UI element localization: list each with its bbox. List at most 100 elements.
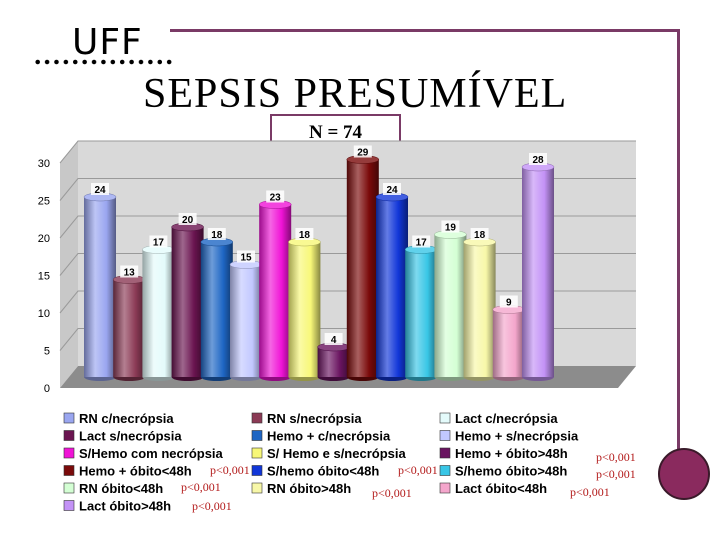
legend-swatch [439,447,451,459]
legend-item: RN s/necrópsia [251,411,362,426]
legend-box [58,407,640,519]
legend-label: S/hemo óbito<48h [267,464,379,479]
legend-item: S/ Hemo e s/necrópsia [251,446,406,461]
legend-label: RN óbito<48h [79,481,163,496]
bar-body [376,197,408,377]
bar-13: 19 [434,220,467,381]
legend-label: Hemo + óbito>48h [455,446,568,461]
legend-item: Hemo + s/necrópsia [439,429,579,444]
data-label-bg [149,235,168,248]
legend-swatch [63,482,75,494]
y-tick-label: 15 [38,271,50,283]
bar-body [522,167,554,377]
legend-swatch [63,465,75,476]
legend-label: Lact óbito<48h [455,481,547,496]
decorative-circle [658,448,710,500]
data-label-bg [91,183,109,195]
data-label-bg [499,295,518,308]
legend-swatch [63,412,75,424]
legend-label: Hemo + c/necrópsia [267,429,391,444]
data-label-bg [207,228,226,240]
bar-15: 9 [492,295,526,381]
data-label-bg [412,235,431,248]
data-label: 24 [94,185,106,196]
bar-4: 20 [171,213,204,381]
dotted-divider [33,56,173,68]
legend-swatch [251,430,263,441]
bar-6: 15 [229,250,263,381]
bar-2: 13 [112,265,146,381]
bar-9: 4 [317,333,350,381]
data-label-bg [441,220,460,233]
data-label-bg [529,153,547,165]
legend-label: Hemo + s/necrópsia [455,429,579,444]
data-label: 20 [182,215,194,226]
bar-12: 17 [404,235,438,381]
bar-body [346,159,379,377]
legend-label: RN óbito>48h [267,481,351,496]
p-value-annotations: p<0,001 p<0,001 p<0,001 p<0,001 p<0,001 p<0,0… [181,450,636,513]
legend-label: Lact c/necrópsia [455,411,558,426]
data-label: 13 [124,268,136,279]
bar-body [113,279,146,377]
legend-item: Hemo + óbito<48h [63,464,192,479]
bar-5: 18 [200,228,234,381]
legend-swatch [63,430,75,441]
p-value-label: p<0,001 [398,463,438,477]
data-label: 9 [506,298,512,309]
data-label-bg [383,183,401,195]
gridline [59,178,636,201]
bar-body [142,249,175,377]
legend-item: RN óbito>48h [251,481,351,496]
data-label: 17 [416,238,428,249]
data-label: 29 [357,148,369,159]
p-value-label: p<0,001 [596,450,636,464]
bar-body [317,347,350,377]
legend-label: Hemo + óbito<48h [79,464,192,479]
y-tick-label: 0 [44,383,50,395]
legend-swatch [251,412,263,424]
p-value-label: p<0,001 [181,480,221,494]
bar-body [230,264,262,377]
legend-label: S/hemo óbito>48h [455,464,567,479]
legend-swatch [439,412,451,424]
legend-swatch [63,447,75,459]
y-tick-label: 10 [38,308,50,320]
legend-label: RN c/necrópsia [79,411,174,426]
bar-body [434,234,467,377]
gridline [59,215,636,239]
data-label-bg [324,333,343,345]
legend-item: S/hemo óbito>48h [439,464,567,479]
legend-item: RN óbito<48h [63,481,163,496]
bar-3: 17 [142,235,175,381]
data-label: 24 [386,185,398,196]
bar-body [84,197,116,377]
legend-label: Lact óbito>48h [79,499,171,514]
legend-swatch [251,447,263,459]
legend-label: RN s/necrópsia [267,411,362,426]
p-value-label: p<0,001 [570,485,610,499]
data-label: 15 [240,253,252,264]
data-label: 19 [445,223,457,234]
frame-right-line [677,29,680,449]
data-label: 18 [299,230,311,241]
legend-swatch [251,482,263,494]
data-label: 4 [331,335,337,346]
data-label-bg [470,228,489,240]
bar-body [463,242,496,377]
y-tick-label: 5 [44,346,50,358]
bar-body [288,242,321,377]
bar-1: 24 [83,183,117,381]
legend-item: S/hemo óbito<48h [251,464,379,479]
data-label-bg [237,250,255,263]
legend-swatch [439,465,451,476]
bar-body [492,309,525,377]
y-axis-ticks: 0 5 10 15 20 25 30 [38,158,50,395]
p-value-label: p<0,001 [192,499,232,513]
y-tick-label: 30 [38,158,50,170]
legend-item: Hemo + óbito>48h [439,446,568,461]
gridline [59,140,636,164]
data-label: 17 [153,238,165,249]
frame-top-line [170,29,680,32]
